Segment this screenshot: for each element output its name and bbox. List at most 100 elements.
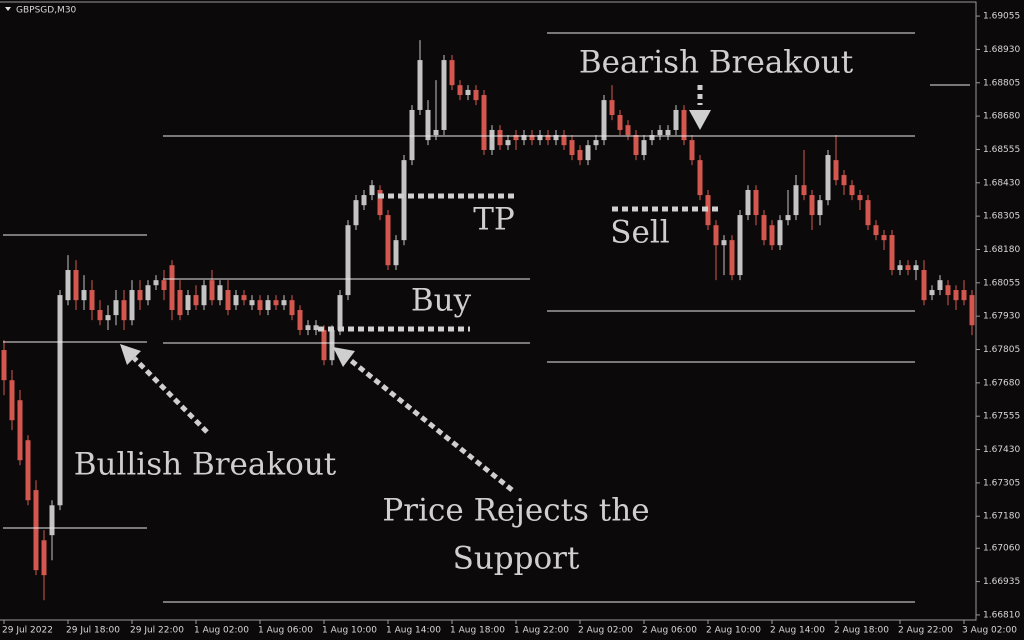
y-tick-label: 1.68430 bbox=[983, 178, 1020, 188]
candle-body bbox=[345, 225, 351, 296]
candle-body bbox=[777, 220, 783, 246]
candle-body bbox=[385, 215, 391, 266]
candle-body bbox=[313, 325, 319, 331]
candle-body bbox=[593, 140, 599, 146]
candle-body bbox=[545, 135, 551, 141]
symbol-menu[interactable] bbox=[5, 7, 11, 11]
candle-body bbox=[281, 300, 287, 306]
candle-body bbox=[505, 140, 511, 146]
candle-body bbox=[673, 109, 679, 130]
candle-body bbox=[865, 200, 871, 226]
x-tick-label: 1 Aug 06:00 bbox=[258, 626, 313, 636]
candle-body bbox=[721, 240, 727, 246]
arrow-shaft bbox=[132, 356, 209, 434]
candle-body bbox=[537, 135, 543, 141]
candle-body bbox=[737, 215, 743, 276]
candle-body bbox=[817, 200, 823, 216]
candle-body bbox=[681, 109, 687, 141]
candle-body bbox=[449, 60, 455, 86]
y-tick-label: 1.67305 bbox=[983, 478, 1020, 488]
candle-body bbox=[825, 155, 831, 201]
candle-body bbox=[457, 85, 463, 96]
y-tick-label: 1.67060 bbox=[983, 544, 1020, 554]
x-tick-label: 29 Jul 22:00 bbox=[130, 626, 184, 636]
arrow-shaft bbox=[347, 357, 514, 492]
x-tick-label: 2 Aug 02:00 bbox=[578, 626, 633, 636]
candle-body bbox=[145, 285, 151, 301]
y-tick-label: 1.68180 bbox=[983, 245, 1020, 255]
y-tick-label: 1.68805 bbox=[983, 78, 1020, 88]
x-tick-label: 1 Aug 02:00 bbox=[194, 626, 249, 636]
annotation: Bullish Breakout bbox=[74, 447, 337, 483]
candle-body bbox=[873, 225, 879, 236]
candle-body bbox=[1, 350, 7, 381]
x-tick-label: 1 Aug 14:00 bbox=[386, 626, 441, 636]
candle-body bbox=[729, 240, 735, 276]
candle-body bbox=[209, 280, 215, 301]
candle-body bbox=[369, 185, 375, 196]
candle-body bbox=[553, 135, 559, 141]
candle-body bbox=[481, 95, 487, 150]
candle-body bbox=[945, 285, 951, 296]
candle-body bbox=[833, 160, 839, 181]
candle-body bbox=[25, 440, 31, 501]
candle-body bbox=[361, 195, 367, 206]
candle-body bbox=[137, 290, 143, 301]
candle-body bbox=[241, 295, 247, 301]
x-tick-label: 2 Aug 18:00 bbox=[834, 626, 889, 636]
candle-body bbox=[433, 129, 439, 136]
candle-body bbox=[601, 100, 607, 141]
candle-body bbox=[769, 225, 775, 246]
arrow-head bbox=[120, 344, 141, 365]
chart-title: GBPSGD,M30 bbox=[16, 6, 77, 16]
y-tick-label: 1.66810 bbox=[983, 610, 1020, 620]
y-tick-label: 1.67930 bbox=[983, 312, 1020, 322]
candle-body bbox=[577, 149, 583, 161]
candle-body bbox=[33, 490, 39, 571]
candle-body bbox=[969, 295, 975, 326]
plot-frame bbox=[0, 1, 977, 621]
x-tick-label: 2 Aug 14:00 bbox=[770, 626, 825, 636]
candle-body bbox=[713, 225, 719, 246]
y-tick-label: 1.67680 bbox=[983, 378, 1020, 388]
candle-body bbox=[633, 135, 639, 156]
candle-body bbox=[89, 290, 95, 311]
candle-body bbox=[153, 280, 159, 286]
candle-body bbox=[169, 265, 175, 311]
candle-body bbox=[73, 270, 79, 301]
candle-body bbox=[161, 280, 167, 291]
candle-body bbox=[609, 100, 615, 116]
annotation: Price Rejects the bbox=[382, 493, 649, 529]
candle-body bbox=[105, 315, 111, 321]
candle-body bbox=[665, 129, 671, 136]
candle-body bbox=[177, 290, 183, 316]
candle-body bbox=[801, 185, 807, 196]
y-tick-label: 1.66935 bbox=[983, 577, 1020, 587]
candle-body bbox=[793, 185, 799, 216]
arrow-head bbox=[689, 110, 711, 130]
candle-body bbox=[521, 135, 527, 141]
candle-body bbox=[937, 280, 943, 291]
candle-body bbox=[329, 330, 335, 361]
candle-body bbox=[65, 270, 71, 301]
candle-body bbox=[441, 60, 447, 130]
annotation: Bearish Breakout bbox=[579, 45, 854, 81]
candle-body bbox=[857, 195, 863, 201]
y-tick-label: 1.68555 bbox=[983, 145, 1020, 155]
candle-body bbox=[841, 175, 847, 186]
annotation: TP bbox=[473, 202, 515, 238]
candle-body bbox=[393, 240, 399, 266]
candle-body bbox=[297, 310, 303, 331]
candle-body bbox=[905, 265, 911, 271]
candle-body bbox=[785, 215, 791, 221]
candle-body bbox=[913, 265, 919, 271]
candle-body bbox=[465, 89, 471, 96]
candle-body bbox=[409, 109, 415, 161]
y-tick-label: 1.69055 bbox=[983, 12, 1020, 22]
arrow-head bbox=[333, 347, 355, 367]
candle-body bbox=[249, 300, 255, 306]
candle-body bbox=[377, 189, 383, 216]
candle-body bbox=[473, 89, 479, 101]
y-tick-label: 1.68055 bbox=[983, 278, 1020, 288]
